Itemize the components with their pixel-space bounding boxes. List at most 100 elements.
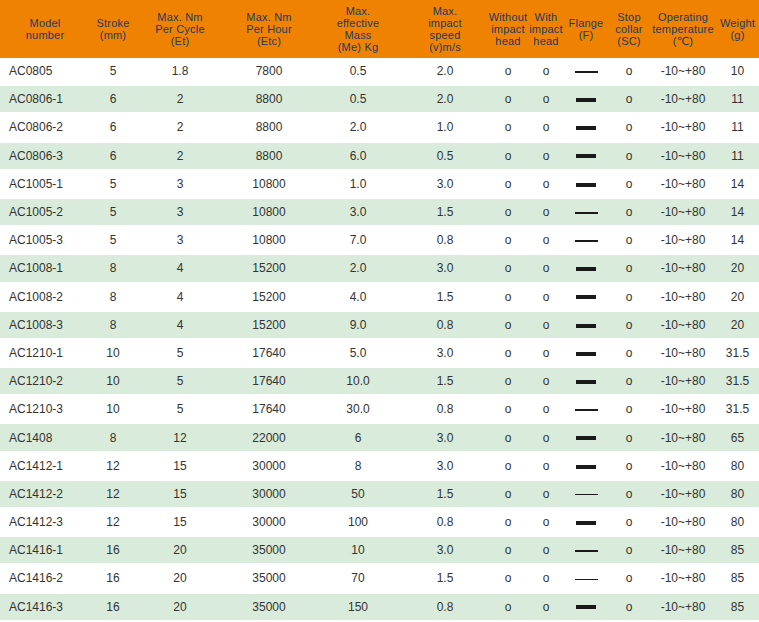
cell-speed: 3.0 (402, 536, 488, 564)
cell-me: 1.0 (314, 170, 402, 198)
table-row-AC1210-2: AC1210-21051764010.01.5ooo-10~+8031.5 (0, 367, 759, 395)
cell-et: 5 (136, 367, 224, 395)
cell-et: 4 (136, 283, 224, 311)
cell-model: AC1416-3 (0, 593, 90, 621)
column-header-flange: Flange(F) (564, 0, 608, 58)
table-header: ModelnumberStroke(mm)Max. NmPer Cycle(Et… (0, 0, 759, 58)
cell-speed: 0.8 (402, 395, 488, 423)
cell-without: o (488, 367, 528, 395)
cell-speed: 3.0 (402, 254, 488, 282)
cell-stroke: 10 (90, 339, 136, 367)
cell-model: AC1008-1 (0, 254, 90, 282)
cell-etc: 8800 (224, 113, 314, 141)
cell-sc: o (608, 311, 650, 339)
cell-stroke: 8 (90, 254, 136, 282)
table-row-AC0806-1: AC0806-16288000.52.0ooo-10~+8011 (0, 85, 759, 113)
cell-flange (564, 536, 608, 564)
column-header-weight: Weight(g) (716, 0, 759, 58)
cell-stroke: 5 (90, 170, 136, 198)
cell-weight: 85 (716, 564, 759, 592)
cell-sc: o (608, 367, 650, 395)
cell-me: 0.5 (314, 58, 402, 85)
cell-flange (564, 113, 608, 141)
cell-et: 5 (136, 339, 224, 367)
table-row-AC1005-3: AC1005-353108007.00.8ooo-10~+8014 (0, 226, 759, 254)
column-header-sc: Stopcollar(SC) (608, 0, 650, 58)
cell-me: 8 (314, 452, 402, 480)
column-header-without: Withoutimpacthead (488, 0, 528, 58)
table-row-AC1416-1: AC1416-1162035000103.0ooo-10~+8085 (0, 536, 759, 564)
column-header-stroke: Stroke(mm) (90, 0, 136, 58)
cell-sc: o (608, 58, 650, 85)
cell-et: 2 (136, 142, 224, 170)
cell-stroke: 6 (90, 85, 136, 113)
cell-with: o (528, 564, 564, 592)
cell-etc: 30000 (224, 508, 314, 536)
cell-with: o (528, 367, 564, 395)
cell-et: 20 (136, 593, 224, 621)
cell-with: o (528, 142, 564, 170)
cell-etc: 17640 (224, 367, 314, 395)
cell-etc: 15200 (224, 283, 314, 311)
cell-etc: 10800 (224, 226, 314, 254)
cell-etc: 10800 (224, 170, 314, 198)
cell-stroke: 5 (90, 58, 136, 85)
cell-flange (564, 226, 608, 254)
cell-model: AC0806-2 (0, 113, 90, 141)
cell-flange (564, 198, 608, 226)
cell-sc: o (608, 593, 650, 621)
cell-temp: -10~+80 (650, 311, 716, 339)
cell-with: o (528, 113, 564, 141)
cell-model: AC1005-2 (0, 198, 90, 226)
cell-model: AC1008-2 (0, 283, 90, 311)
cell-weight: 14 (716, 226, 759, 254)
table-row-AC1412-2: AC1412-2121530000501.5ooo-10~+8080 (0, 480, 759, 508)
cell-stroke: 10 (90, 367, 136, 395)
cell-sc: o (608, 283, 650, 311)
cell-et: 4 (136, 311, 224, 339)
cell-temp: -10~+80 (650, 395, 716, 423)
cell-model: AC0806-1 (0, 85, 90, 113)
cell-speed: 0.8 (402, 508, 488, 536)
column-header-temp: Operatingtemperature(℃) (650, 0, 716, 58)
cell-sc: o (608, 508, 650, 536)
cell-with: o (528, 339, 564, 367)
cell-temp: -10~+80 (650, 226, 716, 254)
cell-et: 2 (136, 85, 224, 113)
cell-weight: 20 (716, 254, 759, 282)
flange-dash-thin (575, 494, 598, 496)
cell-stroke: 8 (90, 423, 136, 451)
cell-sc: o (608, 564, 650, 592)
cell-me: 7.0 (314, 226, 402, 254)
cell-without: o (488, 593, 528, 621)
cell-etc: 30000 (224, 452, 314, 480)
cell-flange (564, 395, 608, 423)
cell-etc: 15200 (224, 311, 314, 339)
cell-without: o (488, 113, 528, 141)
table-row-AC1412-3: AC1412-31215300001000.8ooo-10~+8080 (0, 508, 759, 536)
cell-temp: -10~+80 (650, 593, 716, 621)
cell-model: AC1412-2 (0, 480, 90, 508)
cell-with: o (528, 170, 564, 198)
cell-temp: -10~+80 (650, 367, 716, 395)
cell-flange (564, 508, 608, 536)
cell-et: 15 (136, 452, 224, 480)
cell-temp: -10~+80 (650, 452, 716, 480)
column-header-with: Withimpacthead (528, 0, 564, 58)
cell-weight: 31.5 (716, 367, 759, 395)
cell-without: o (488, 480, 528, 508)
cell-me: 5.0 (314, 339, 402, 367)
table-row-AC0806-2: AC0806-26288002.01.0ooo-10~+8011 (0, 113, 759, 141)
cell-me: 10.0 (314, 367, 402, 395)
cell-speed: 1.0 (402, 113, 488, 141)
cell-me: 2.0 (314, 254, 402, 282)
cell-temp: -10~+80 (650, 508, 716, 536)
flange-dash-bold (576, 295, 596, 299)
cell-stroke: 12 (90, 508, 136, 536)
table-row-AC1210-3: AC1210-31051764030.00.8ooo-10~+8031.5 (0, 395, 759, 423)
cell-et: 3 (136, 198, 224, 226)
cell-temp: -10~+80 (650, 283, 716, 311)
cell-me: 2.0 (314, 113, 402, 141)
cell-etc: 22000 (224, 423, 314, 451)
cell-stroke: 5 (90, 226, 136, 254)
